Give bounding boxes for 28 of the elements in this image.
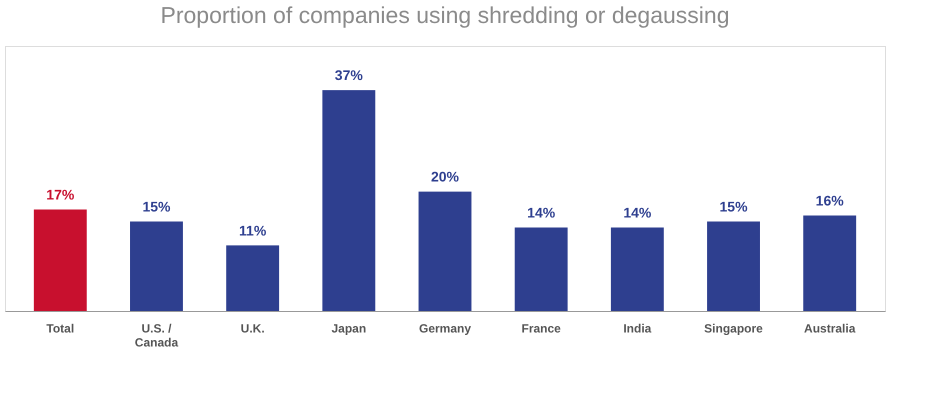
bar [707,221,760,311]
bar [803,216,856,311]
x-tick-label: India [623,322,652,336]
data-label: 37% [334,67,364,84]
bar [514,227,568,311]
data-label: 15% [720,198,748,214]
bar [34,210,87,311]
x-tick-label: Singapore [704,322,764,336]
bar [226,245,280,311]
x-tick-label: France [521,322,562,336]
chart-title: Proportion of companies using shredding or degaussing [160,2,730,28]
x-tick-label: Japan [331,322,366,336]
data-label: 16% [816,192,844,209]
x-tick-label: U.K. [240,322,265,336]
bar [130,221,183,311]
x-tick-label: Total [46,322,74,336]
data-label: 17% [46,186,75,203]
bar [418,192,472,311]
data-label: 20% [430,168,460,185]
x-tick-label: Australia [804,322,856,336]
data-label: 11% [239,222,267,238]
bar [610,227,664,311]
bar [322,90,376,311]
data-label: 15% [142,198,172,214]
x-tick-label: Germany [418,322,472,336]
data-label: 14% [527,204,556,220]
x-tick-label: U.S. / Canada [134,322,178,350]
data-label: 14% [623,204,652,220]
